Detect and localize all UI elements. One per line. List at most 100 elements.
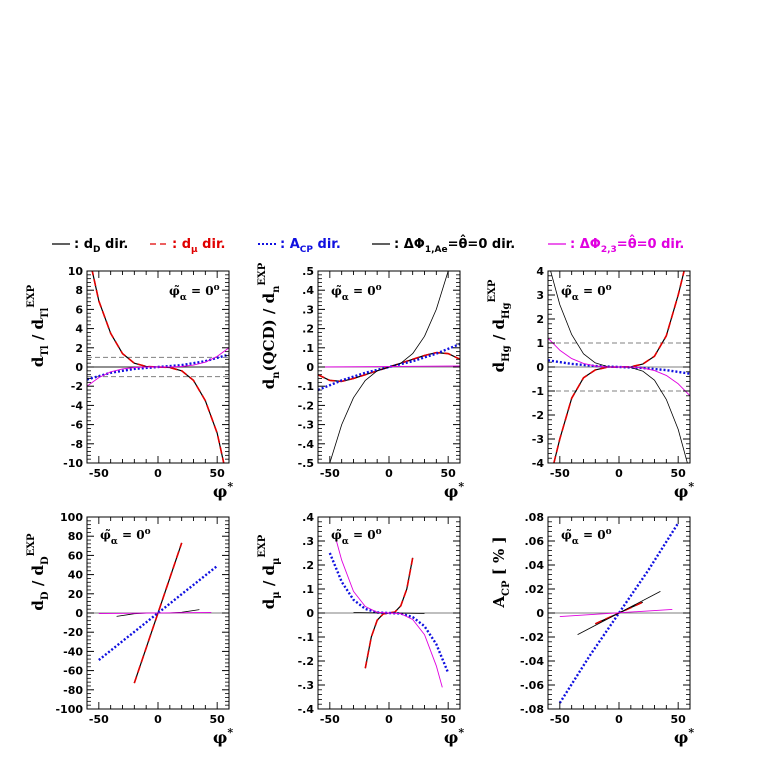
y-label-sup: EXP — [257, 262, 268, 285]
annotation-value: = 0 — [579, 528, 606, 542]
x-tick-label: 0 — [385, 467, 393, 480]
x-tick-label: 50 — [210, 467, 226, 480]
x-tick-label: -50 — [89, 467, 109, 480]
y-tick-label: 40 — [68, 569, 84, 582]
x-axis-label-main: φ — [444, 482, 458, 501]
y-tick-label: 0 — [306, 361, 314, 374]
y-label-main: A — [490, 596, 508, 609]
series-line-phi23 — [335, 538, 443, 688]
series-line-A_CP — [558, 522, 680, 704]
x-tick-label: -50 — [320, 467, 340, 480]
y-label-main: d — [260, 598, 278, 609]
legend-label: : ΔΦ1,Ae=θ̂=0 dir. — [394, 235, 515, 255]
x-tick-label: -50 — [89, 713, 109, 726]
y-tick-label: 60 — [68, 549, 84, 562]
y-label-main: d — [29, 600, 47, 611]
annotation-degree: o — [214, 283, 220, 293]
y-tick-label: -.4 — [298, 438, 315, 451]
y-axis-label: ACP [ % ] — [490, 536, 512, 608]
x-axis-label: φ* — [444, 726, 464, 747]
legend-label-tail: dir. — [198, 237, 226, 252]
x-axis-label-main: φ — [674, 482, 688, 501]
annotation-phi: φ̃ — [169, 284, 180, 298]
y-tick-label: .4 — [302, 511, 314, 524]
legend-entry-1: : dμ dir. — [150, 237, 225, 255]
y-axis: -.4 -.3 -.2 -.1 0 .1 .2 .3 .4 — [298, 511, 460, 716]
y-tick-label: 100 — [60, 511, 83, 524]
y-label-sub2: Hg — [501, 303, 512, 319]
y-label-sep: (QCD) / d — [260, 292, 278, 371]
annotation-sub: α — [111, 537, 118, 547]
x-tick-label: 50 — [671, 713, 687, 726]
y-axis-label: dTl / dTlEXP — [26, 284, 51, 367]
legend-label-sub: μ — [191, 245, 198, 255]
annotation-sub: α — [572, 293, 579, 303]
y-label-sup: EXP — [487, 279, 498, 302]
x-axis-label-sup: * — [688, 726, 694, 739]
y-tick-label: -80 — [63, 684, 83, 697]
y-label-main: d — [490, 361, 508, 372]
y-label-sep: / d — [29, 564, 47, 591]
annotation-degree: o — [376, 527, 382, 537]
legend-entry-0: : dD dir. — [52, 237, 128, 255]
y-axis: -100 -80 -60 -40 -20 0 20 40 60 80 100 — [55, 511, 229, 716]
annotation-sub: α — [180, 293, 187, 303]
y-axis: -.08 -.06 -.04 -.02 0 .02 .04 .06 .08 — [520, 511, 690, 716]
plot-area — [318, 538, 460, 688]
y-tick-label: .04 — [525, 559, 545, 572]
y-axis-label: dD / dDEXP — [26, 533, 51, 611]
x-tick-label: 0 — [154, 467, 162, 480]
panel-annotation: φ̃α = 0o — [169, 283, 220, 303]
x-axis: -50 0 50 — [86, 271, 230, 480]
legend-label: : ACP dir. — [280, 237, 341, 255]
series-line-d_mu — [364, 557, 414, 669]
x-axis: -50 0 50 — [317, 517, 461, 726]
y-axis: -10 -8 -6 -4 -2 0 2 4 6 8 10 — [63, 265, 229, 470]
x-axis-label: φ* — [213, 726, 233, 747]
y-tick-label: -2 — [71, 380, 83, 393]
annotation-degree: o — [606, 283, 612, 293]
series-line-A_CP — [318, 342, 460, 392]
y-label-sub2: Tl — [40, 308, 51, 319]
series-line-phi23 — [98, 611, 212, 615]
plot-area — [87, 271, 229, 463]
x-tick-label: 0 — [154, 713, 162, 726]
y-tick-label: -.2 — [298, 655, 314, 668]
series-line-phi1 — [329, 271, 449, 463]
annotation-degree: o — [376, 283, 382, 293]
x-axis-label: φ* — [213, 480, 233, 501]
y-tick-label: 1 — [536, 337, 544, 350]
y-label-sub: μ — [271, 591, 282, 598]
y-tick-label: .4 — [302, 284, 314, 297]
y-tick-label: 8 — [75, 284, 83, 297]
x-axis-label: φ* — [674, 726, 694, 747]
y-tick-label: .2 — [302, 559, 314, 572]
x-axis-label-main: φ — [213, 482, 227, 501]
legend-label-sub: 1,Ae — [425, 245, 448, 255]
x-tick-label: -50 — [320, 713, 340, 726]
y-tick-label: -.06 — [520, 679, 544, 692]
legend-label-main: : A — [280, 237, 300, 252]
y-tick-label: 3 — [536, 289, 544, 302]
y-label-sup: EXP — [26, 284, 37, 307]
y-label-sub: n — [271, 371, 282, 379]
y-label-sep: / d — [260, 564, 278, 591]
legend-label-sub: D — [93, 245, 100, 255]
y-tick-label: .1 — [302, 342, 314, 355]
y-tick-label: 2 — [75, 342, 83, 355]
annotation-value: = 0 — [118, 528, 145, 542]
y-tick-label: 4 — [536, 265, 544, 278]
y-tick-label: .3 — [302, 303, 314, 316]
y-tick-label: -.2 — [298, 399, 314, 412]
annotation-phi: φ̃ — [331, 284, 342, 298]
y-tick-label: 0 — [75, 607, 83, 620]
y-label-sub2: D — [40, 556, 51, 565]
y-label-sup: EXP — [257, 534, 268, 557]
y-axis: -4 -3 -2 -1 0 1 2 3 4 — [532, 265, 690, 470]
y-tick-label: .06 — [525, 535, 545, 548]
x-axis: -50 0 50 — [547, 271, 691, 480]
legend-label: : dμ dir. — [172, 237, 225, 255]
y-tick-label: 20 — [68, 588, 84, 601]
annotation-sub: α — [572, 537, 579, 547]
